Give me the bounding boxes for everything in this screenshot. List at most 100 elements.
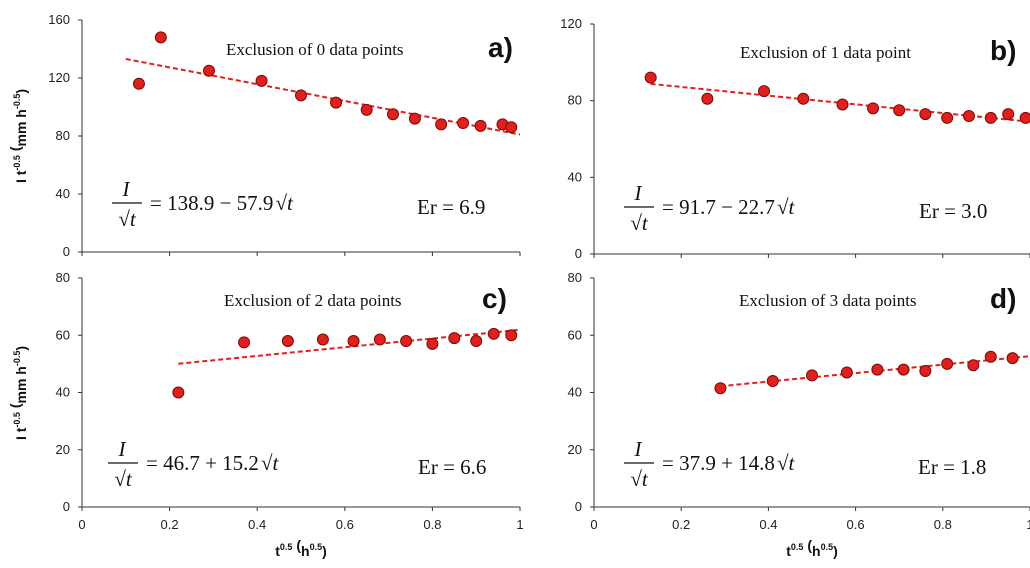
x-tick-label: 0.4 [248, 517, 266, 532]
panel-label: a) [488, 32, 513, 63]
data-point [1002, 108, 1015, 121]
axis-label-text: h [301, 543, 310, 559]
equation-numerator: I [634, 437, 643, 461]
error-label: Er = 1.8 [918, 455, 986, 479]
y-tick-label: 40 [56, 385, 70, 400]
y-axis-label-bottom: I t-0.5 (mm h-0.5) [7, 346, 29, 440]
x-tick-label: 0.6 [847, 517, 865, 532]
data-point [984, 350, 997, 363]
equation-rhs-variable: √t [777, 195, 796, 219]
axis-label-exponent: 0.5 [280, 542, 293, 552]
equation-denominator: √t [630, 211, 649, 235]
y-tick-label: 60 [568, 327, 582, 342]
fit-equation: I√t= 138.9 − 57.9 √t [112, 177, 294, 231]
equation-rhs-variable: √t [275, 191, 294, 215]
y-tick-label: 40 [568, 169, 582, 184]
data-point [871, 363, 884, 376]
axis-label-punct: ) [833, 543, 838, 559]
data-point [295, 89, 307, 102]
data-point [154, 31, 167, 44]
equation-rhs-constant: = 138.9 − 57.9 [150, 191, 273, 215]
x-tick-label: 1 [1026, 517, 1030, 532]
data-point [408, 112, 421, 125]
data-point [330, 96, 343, 109]
data-point [203, 64, 216, 77]
data-point [797, 92, 810, 105]
data-point [644, 71, 657, 84]
data-point [984, 111, 997, 124]
x-tick-label: 0.8 [934, 517, 952, 532]
y-tick-label: 80 [568, 93, 582, 108]
exclusion-annotation: Exclusion of 2 data points [224, 291, 402, 310]
axis-label-punct: ( [803, 537, 812, 553]
x-tick-label: 0 [78, 517, 85, 532]
x-tick-label: 0.4 [759, 517, 777, 532]
data-point [505, 121, 518, 134]
axis-label-text: h [812, 543, 821, 559]
y-tick-label: 80 [56, 128, 70, 143]
equation-denominator: √t [114, 467, 133, 491]
data-point [941, 357, 954, 370]
data-point [919, 365, 932, 378]
x-tick-label: 0 [590, 517, 597, 532]
x-axis-label-right: t0.5 (h0.5) [786, 537, 838, 559]
data-point [386, 108, 399, 121]
panel-d: 0 20 40 60 80 0 0.2 0.4 0.6 0.8 1 Exclusion of 3 da… [568, 270, 1030, 532]
x-tick-label: 1 [516, 517, 523, 532]
panel-a: 0 40 80 120 160 Exclusion of 0 data points a) I… [48, 12, 521, 259]
axis-label-punct: ( [7, 146, 23, 155]
axis-label-text: mm h [13, 109, 29, 146]
axis-label-punct: ) [13, 346, 29, 351]
data-point [238, 336, 251, 349]
x-tick-label: 0.2 [672, 517, 690, 532]
equation-rhs-variable: √t [777, 451, 796, 475]
equation-rhs-variable: √t [261, 451, 280, 475]
data-point [470, 334, 483, 347]
data-point [281, 334, 294, 347]
equation-numerator: I [122, 177, 131, 201]
data-point [919, 108, 932, 121]
equation-rhs-constant: = 37.9 + 14.8 [662, 451, 775, 475]
y-tick-label: 160 [48, 12, 70, 27]
data-point [806, 369, 818, 382]
data-point [172, 386, 185, 399]
axis-label-exponent: 0.5 [821, 542, 834, 552]
data-point [897, 363, 910, 376]
data-point [400, 334, 413, 347]
axis-label-text: t [275, 543, 280, 559]
equation-numerator: I [634, 181, 643, 205]
data-point [967, 359, 980, 372]
y-tick-label: 120 [560, 16, 582, 31]
exclusion-annotation: Exclusion of 0 data points [226, 40, 404, 59]
fit-equation: I√t= 46.7 + 15.2 √t [108, 437, 279, 491]
equation-numerator: I [118, 437, 127, 461]
data-point [836, 98, 849, 111]
x-tick-label: 0.2 [161, 517, 179, 532]
data-point [701, 92, 714, 105]
panel-label: d) [990, 283, 1016, 314]
equation-denominator: √t [118, 207, 137, 231]
data-point [505, 329, 518, 342]
y-tick-label: 80 [56, 270, 70, 285]
error-label: Er = 6.9 [417, 195, 485, 219]
data-point [132, 77, 145, 90]
data-point [487, 327, 500, 340]
data-point [1006, 352, 1019, 365]
data-point [840, 366, 853, 379]
fit-equation: I√t= 37.9 + 14.8 √t [624, 437, 795, 491]
data-point [426, 337, 439, 350]
data-point [448, 332, 461, 345]
data-point [714, 382, 727, 395]
equation-denominator: √t [630, 467, 649, 491]
axis-label-text: mm h [13, 366, 29, 403]
y-tick-label: 0 [575, 499, 582, 514]
y-tick-label: 20 [56, 442, 70, 457]
y-tick-label: 80 [568, 270, 582, 285]
panel-label: b) [990, 35, 1016, 66]
data-point [360, 103, 373, 116]
data-point [758, 85, 771, 98]
axis-label-punct: ( [7, 403, 23, 412]
error-label: Er = 3.0 [919, 199, 987, 223]
trend-line [178, 328, 521, 365]
